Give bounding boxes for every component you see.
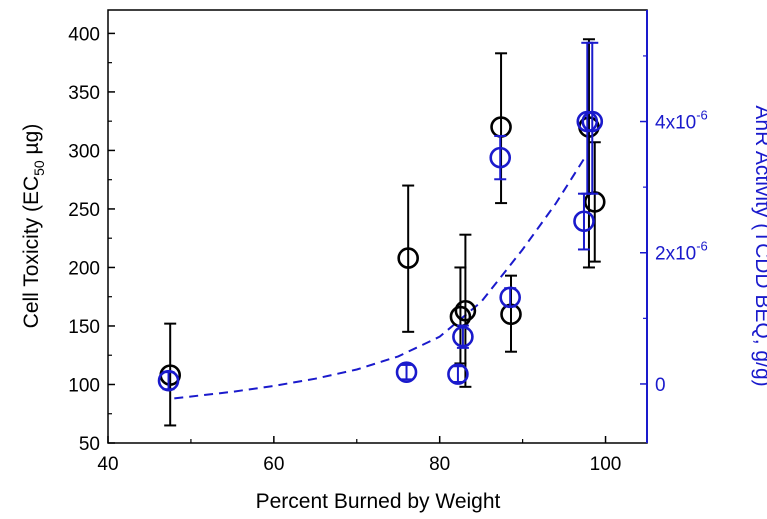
fit-curve: [174, 157, 586, 400]
left-y-tick-label: 300: [68, 141, 100, 162]
x-axis-ticks: 40 60 80 100: [97, 436, 621, 475]
right-y-tick-base: 4x10: [655, 113, 696, 134]
right-y-tick-exponent: -6: [696, 108, 708, 123]
ahr-activity-series: [157, 41, 604, 392]
data-point: [454, 299, 477, 322]
left-y-tick-label: 400: [68, 24, 100, 45]
left-y-tick-label: 50: [79, 434, 100, 455]
data-point: [395, 361, 418, 383]
right-y-tick-label: 4x10-6: [655, 108, 708, 134]
data-point: [499, 286, 521, 309]
left-y-tick-label: 100: [68, 375, 100, 396]
right-y-axis-label: AhR Activity (TCDD BEQ, g/g): [751, 105, 767, 386]
left-y-axis-ticks: 50 100 150 200 250 300 350 400: [68, 24, 115, 455]
fit-curve-line: [174, 157, 586, 400]
plot-frame: [107, 9, 648, 444]
left-y-axis-label-pre: Cell Toxicity (EC: [20, 176, 43, 328]
left-y-axis-label-sub: 50: [31, 160, 47, 176]
data-point: [581, 110, 604, 133]
x-tick-label: 60: [263, 454, 284, 475]
data-point: [157, 369, 180, 392]
left-y-tick-label: 150: [68, 317, 100, 338]
x-tick-label: 40: [97, 454, 118, 475]
right-y-tick-exponent: -6: [696, 239, 708, 254]
x-tick-label: 80: [429, 454, 450, 475]
data-point: [452, 325, 474, 348]
left-y-axis-label: Cell Toxicity (EC50 µg): [20, 124, 47, 329]
data-point: [489, 146, 512, 169]
left-y-tick-label: 200: [68, 258, 100, 279]
left-y-tick-label: 350: [68, 83, 100, 104]
left-y-axis-label-post: µg): [20, 124, 43, 161]
data-point: [397, 247, 419, 269]
cell-toxicity-series: [159, 38, 606, 427]
x-axis-label: Percent Burned by Weight: [256, 490, 501, 513]
x-tick-label: 100: [590, 454, 622, 475]
data-point: [447, 363, 469, 385]
data-point: [583, 191, 606, 213]
right-y-tick-label: 0: [655, 375, 666, 396]
data-point: [573, 210, 595, 233]
right-y-tick-label: 2x10-6: [655, 239, 708, 265]
left-y-tick-label: 250: [68, 200, 100, 221]
right-y-tick-base: 2x10: [655, 244, 696, 265]
right-y-tick-base: 0: [655, 375, 666, 396]
